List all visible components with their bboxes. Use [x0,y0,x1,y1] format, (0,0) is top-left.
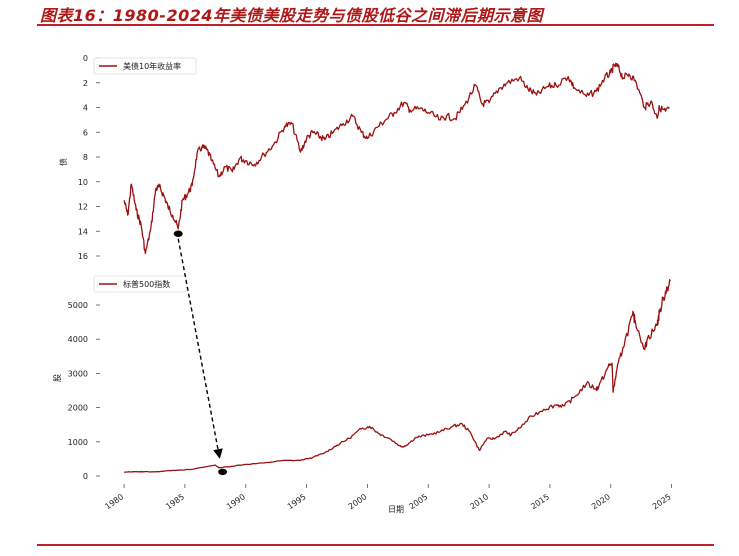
top-ytick-label: 16 [78,252,88,261]
top-ytick-label: 12 [78,203,88,212]
bottom-ytick-label: 0 [83,472,88,481]
sp500-line [124,278,671,473]
bond-low-marker [173,230,183,237]
xtick-label: 1985 [164,492,186,511]
top-ytick-label: 2 [83,79,88,88]
bottom-ytick-label: 1000 [68,438,88,447]
title-rule [37,24,714,26]
top-legend-label: 美债10年收益率 [123,61,181,71]
xtick-label: 1990 [225,492,247,511]
top-ytick-label: 10 [78,178,88,187]
xtick-label: 1995 [286,492,308,511]
lag-annotation [173,230,228,476]
bottom-legend-label: 标普500指数 [123,279,170,289]
stock-low-marker [218,468,228,476]
xtick-label: 2020 [590,492,612,511]
top-ytick-label: 4 [83,104,88,113]
top-ytick-label: 14 [78,227,88,236]
top-ytick-label: 6 [83,128,88,137]
xtick-label: 1980 [103,492,125,511]
bottom-chart-panel: 0 1000 2000 3000 4000 5000 1980 1985 1990 1995 200… [53,275,673,514]
figure-title: 图表16：1980-2024年美债美股走势与债股低谷之间滞后期示意图 [40,6,543,25]
top-ytick-label: 8 [83,153,88,162]
top-ylabel: 债 [58,158,68,166]
xtick-label: 2015 [529,492,551,511]
xtick-label: 2010 [468,492,490,511]
xtick-label: 2005 [408,492,430,511]
bottom-xlabel: 日期 [388,505,404,514]
top-ytick-label: 0 [83,54,88,63]
bottom-ytick-label: 4000 [68,335,88,344]
bottom-ytick-label: 5000 [68,301,88,310]
bottom-rule [37,544,714,546]
xtick-label: 2025 [651,492,673,511]
us10y-line [123,62,670,255]
xtick-label: 2000 [347,492,369,511]
bottom-ytick-label: 3000 [68,369,88,378]
lag-arrow [177,238,223,459]
top-chart-panel: 0 2 4 6 8 10 12 14 16 债 美债10年收益率 [58,54,670,261]
bottom-ylabel: 股 [53,374,62,382]
bottom-legend-box [93,275,187,293]
top-legend-box [93,57,197,75]
bottom-ytick-label: 2000 [68,404,88,413]
